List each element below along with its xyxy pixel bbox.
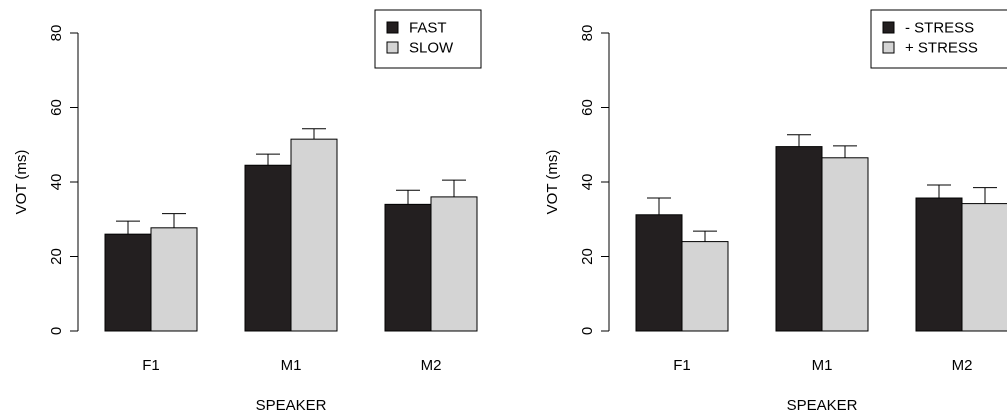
bar-f1-series-1	[635, 214, 683, 332]
x-tick-label-m1: M1	[812, 357, 833, 374]
bar-f1-series-2	[150, 227, 198, 332]
legend-swatch-1	[386, 21, 399, 34]
legend-swatch-2	[882, 41, 895, 54]
bar-m2-series-2	[961, 203, 1007, 332]
legend-label-1: FAST	[409, 20, 447, 37]
x-tick-label-m2: M2	[952, 357, 973, 374]
legend-box	[374, 9, 482, 69]
bar-f1-series-2	[681, 241, 729, 332]
bar-m1-series-2	[290, 138, 338, 332]
y-axis-label: VOT (ms)	[544, 150, 561, 215]
legend: FAST SLOW	[374, 9, 482, 69]
legend-label-1: - STRESS	[905, 20, 974, 37]
x-tick-label-m1: M1	[281, 357, 302, 374]
chart-panel-1: 0 20 40 60 80 VOT (ms) F1 M1 M2 SPEAKER FAST SLOW	[13, 9, 482, 414]
legend-box	[870, 9, 1007, 69]
legend-swatch-1	[882, 21, 895, 34]
x-tick-label-f1: F1	[673, 357, 691, 374]
y-tick-label: 20	[48, 248, 65, 265]
y-tick-label: 40	[579, 174, 596, 191]
y-tick-label: 20	[579, 248, 596, 265]
bar-m2-series-2	[430, 196, 478, 332]
x-axis-label: SPEAKER	[256, 397, 327, 414]
y-tick-label: 80	[48, 25, 65, 42]
legend-swatch-2	[386, 41, 399, 54]
y-tick-label: 0	[579, 327, 596, 335]
legend-label-2: + STRESS	[905, 40, 978, 57]
bar-m2-series-1	[384, 203, 432, 332]
y-tick-label: 60	[579, 99, 596, 116]
x-tick-label-m2: M2	[421, 357, 442, 374]
bar-m1-series-2	[821, 157, 869, 332]
bar-m1-series-1	[244, 164, 292, 332]
x-tick-label-f1: F1	[142, 357, 160, 374]
x-axis-label: SPEAKER	[787, 397, 858, 414]
legend: - STRESS + STRESS	[870, 9, 1007, 69]
y-tick-label: 40	[48, 174, 65, 191]
y-tick-label: 60	[48, 99, 65, 116]
y-tick-label: 0	[48, 327, 65, 335]
bar-f1-series-1	[104, 233, 152, 332]
legend-label-2: SLOW	[409, 40, 454, 57]
y-axis-label: VOT (ms)	[13, 150, 30, 215]
bar-m1-series-1	[775, 146, 823, 332]
chart-panel-2: 0 20 40 60 80 VOT (ms) F1 M1 M2 SPEAKER - STRESS + …	[544, 9, 1007, 414]
bar-m2-series-1	[915, 197, 963, 332]
y-tick-label: 80	[579, 25, 596, 42]
